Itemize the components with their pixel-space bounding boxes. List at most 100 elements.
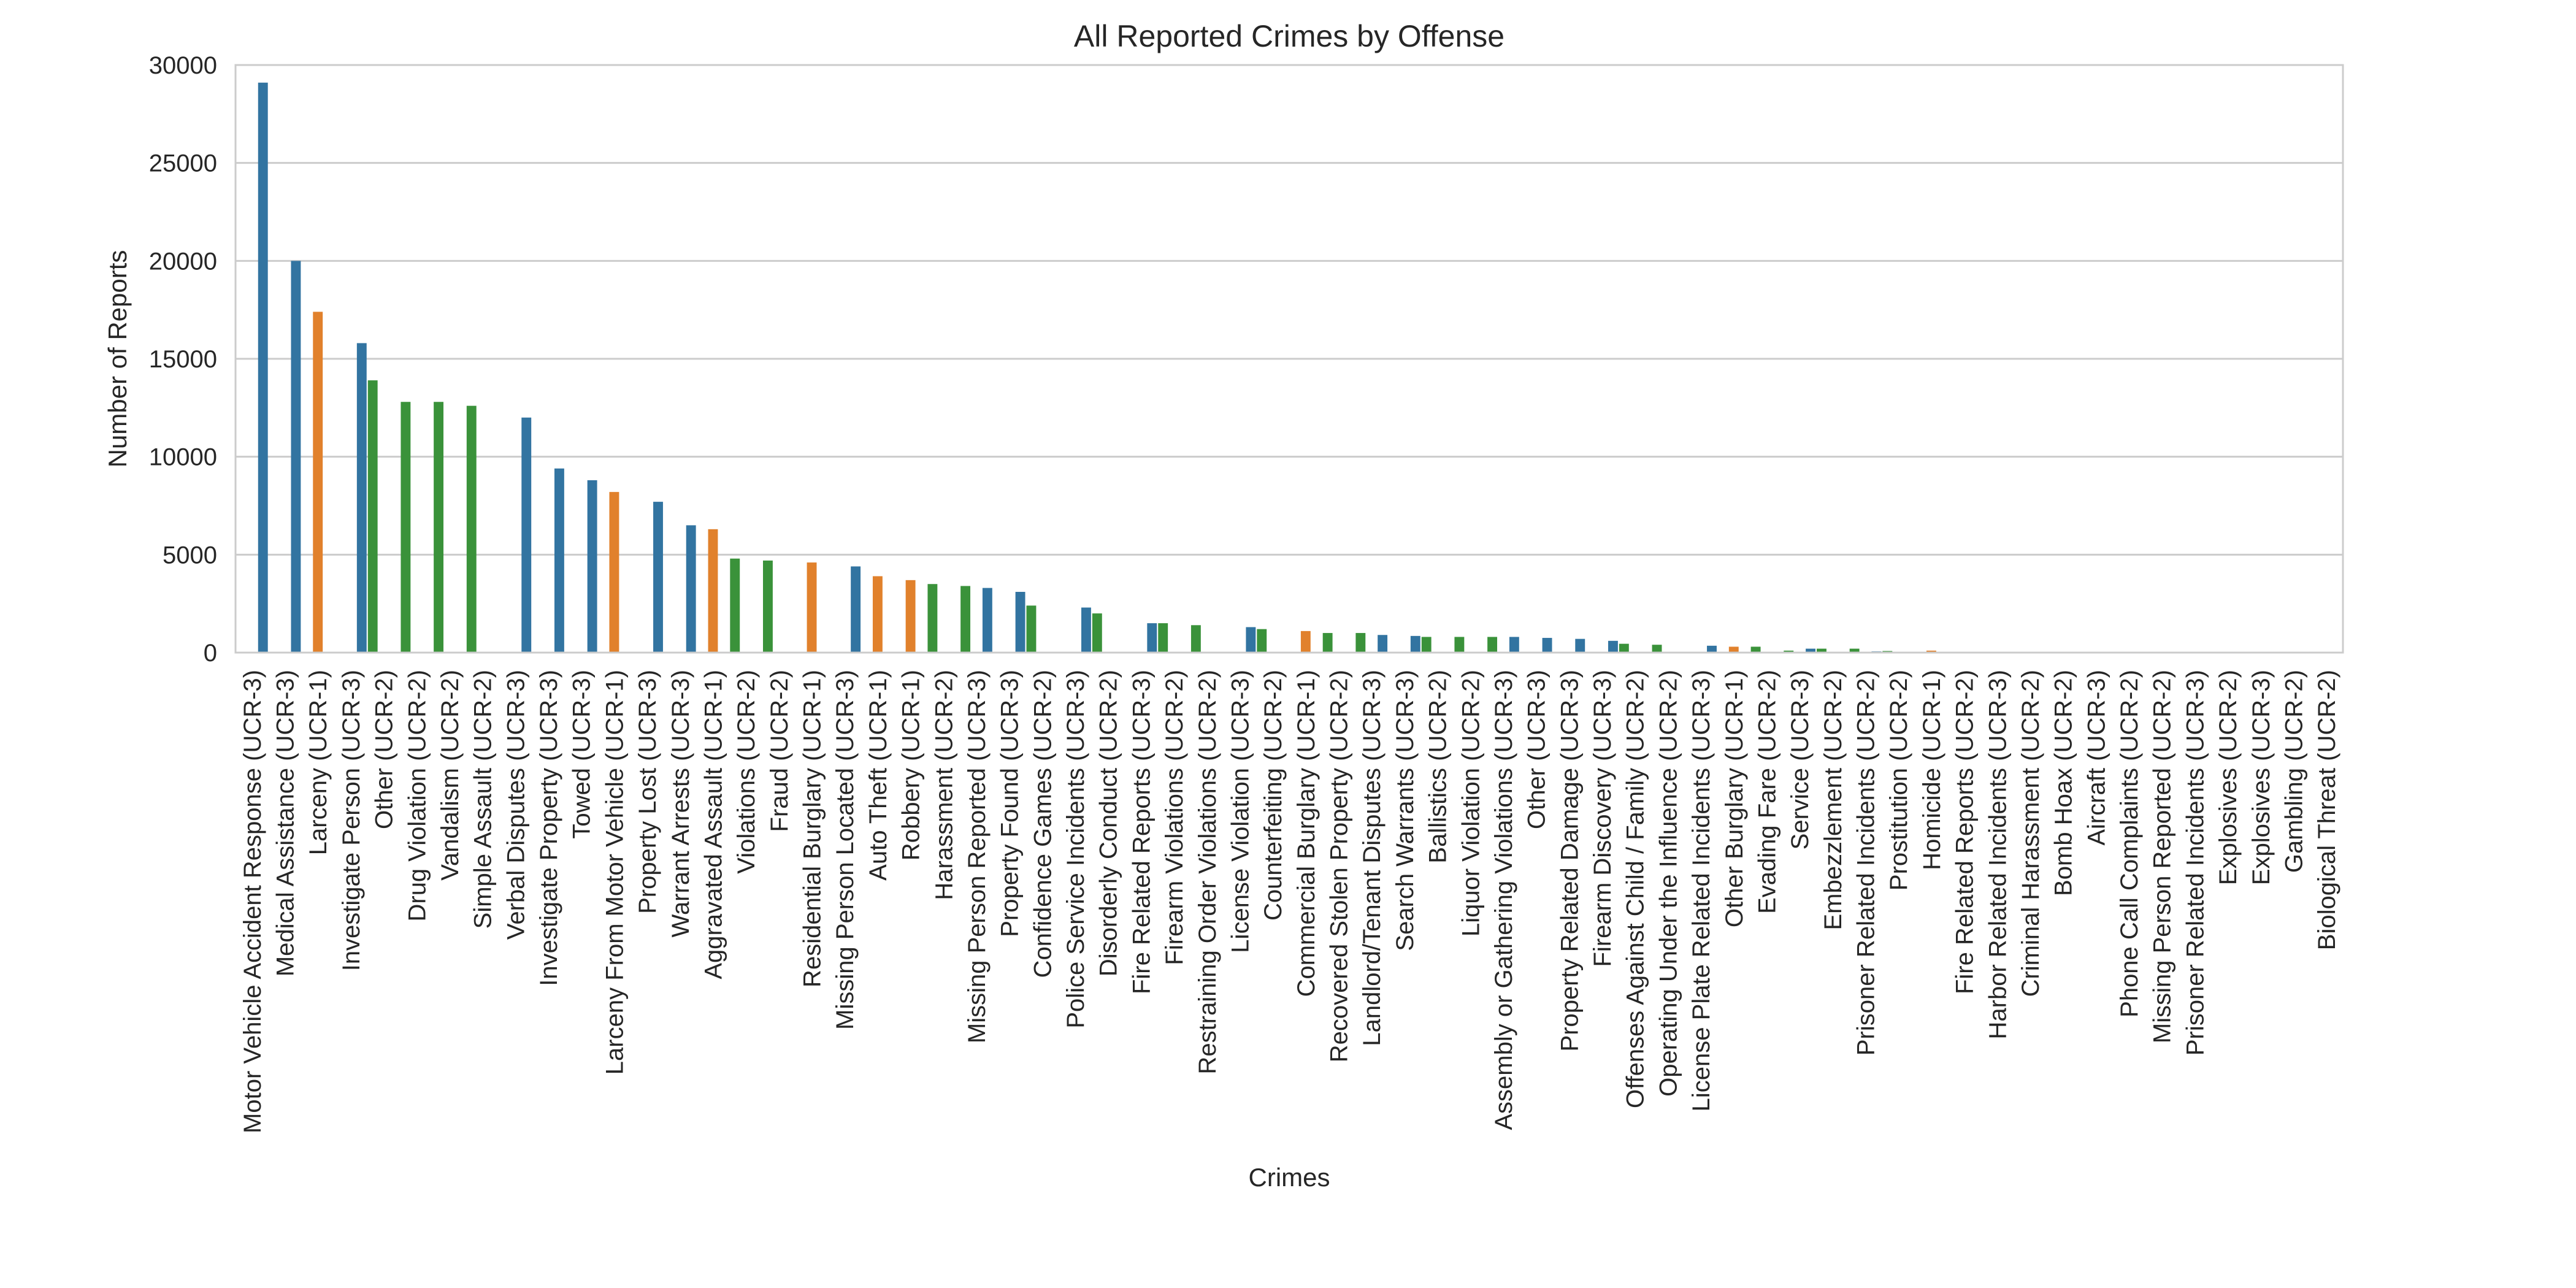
bar xyxy=(1410,635,1420,653)
bar xyxy=(686,525,696,653)
bar xyxy=(1750,646,1761,653)
plot-frame xyxy=(234,64,2344,654)
x-tick-label: Confidence Games (UCR-2) xyxy=(1029,670,1056,978)
x-tick-label: Liquor Violation (UCR-2) xyxy=(1457,670,1484,937)
x-tick-labels: Motor Vehicle Accident Response (UCR-3) M… xyxy=(239,670,2340,1133)
x-tick-label: Violations (UCR-2) xyxy=(733,670,760,874)
bar xyxy=(1421,637,1432,653)
bar xyxy=(960,586,971,653)
y-tick-labels: 0 5000 10000 15000 20000 25000 30000 xyxy=(149,52,217,667)
bar xyxy=(1081,607,1091,653)
bar xyxy=(851,566,861,653)
bar xyxy=(1487,637,1498,653)
x-tick-label: Vandalism (UCR-2) xyxy=(437,670,464,881)
bar xyxy=(1147,623,1157,653)
x-tick-label: Operating Under the Influence (UCR-2) xyxy=(1655,670,1682,1097)
bar xyxy=(521,417,532,653)
x-tick-label: Aircraft (UCR-3) xyxy=(2083,670,2110,846)
bar xyxy=(1509,637,1519,653)
bar xyxy=(1728,646,1739,653)
x-tick-label: Missing Person Reported (UCR-2) xyxy=(2149,670,2176,1043)
bar xyxy=(609,492,619,653)
x-tick-label: Property Related Damage (UCR-3) xyxy=(1556,670,1583,1051)
bar xyxy=(367,380,378,653)
bar xyxy=(1454,637,1465,653)
y-tick-label: 10000 xyxy=(149,444,217,471)
x-tick-label: Counterfeiting (UCR-2) xyxy=(1260,670,1287,921)
bar xyxy=(763,560,773,653)
x-tick-label: Robbery (UCR-1) xyxy=(898,670,925,861)
bar xyxy=(1246,627,1256,653)
bar xyxy=(1608,640,1618,653)
x-tick-label: Prostitution (UCR-2) xyxy=(1885,670,1912,891)
bar xyxy=(1817,648,1827,653)
chart-title: All Reported Crimes by Offense xyxy=(1074,19,1505,53)
bar xyxy=(1355,633,1366,653)
bar xyxy=(401,402,411,653)
x-tick-label: Homicide (UCR-1) xyxy=(1919,670,1945,870)
y-tick-label: 30000 xyxy=(149,52,217,79)
x-tick-label: Fraud (UCR-2) xyxy=(766,670,793,832)
bar xyxy=(466,405,477,653)
x-tick-label: Larceny From Motor Vehicle (UCR-1) xyxy=(601,670,628,1075)
x-tick-label: Property Found (UCR-3) xyxy=(997,670,1024,937)
x-tick-label: Restraining Order Violations (UCR-2) xyxy=(1194,670,1221,1075)
bar xyxy=(587,480,597,653)
bar xyxy=(1015,592,1025,653)
x-tick-label: Offenses Against Child / Family (UCR-2) xyxy=(1622,670,1649,1108)
bar xyxy=(905,580,916,653)
x-tick-label: Verbal Disputes (UCR-3) xyxy=(502,670,529,940)
bar xyxy=(730,558,740,653)
bar xyxy=(1322,633,1333,653)
x-tick-label: Recovered Stolen Property (UCR-2) xyxy=(1326,670,1353,1062)
bar xyxy=(708,529,718,653)
bar xyxy=(1026,605,1037,653)
x-tick-label: Prisoner Related Incidents (UCR-3) xyxy=(2182,670,2209,1056)
bar xyxy=(872,576,883,653)
bar xyxy=(927,584,938,653)
x-tick-label: Gambling (UCR-2) xyxy=(2280,670,2307,873)
x-tick-label: Search Warrants (UCR-3) xyxy=(1392,670,1419,951)
y-tick-label: 25000 xyxy=(149,150,217,177)
bar xyxy=(1926,650,1936,653)
x-tick-label: Investigate Property (UCR-3) xyxy=(535,670,562,986)
bar xyxy=(1190,625,1201,653)
x-tick-label: Harbor Related Incidents (UCR-3) xyxy=(1984,670,2011,1039)
x-tick-label: Other (UCR-3) xyxy=(1524,670,1551,829)
x-tick-label: Explosives (UCR-3) xyxy=(2248,670,2275,885)
x-tick-label: Landlord/Tenant Disputes (UCR-3) xyxy=(1359,670,1386,1046)
x-tick-label: Missing Person Located (UCR-3) xyxy=(832,670,859,1030)
x-tick-label: Evading Fare (UCR-2) xyxy=(1754,670,1781,914)
x-tick-label: Other (UCR-2) xyxy=(371,670,398,829)
y-tick-label: 0 xyxy=(204,640,217,667)
x-tick-label: Biological Threat (UCR-2) xyxy=(2313,670,2340,950)
bar xyxy=(1542,638,1552,653)
bar xyxy=(1707,645,1717,653)
x-tick-label: Police Service Incidents (UCR-3) xyxy=(1062,670,1089,1029)
y-tick-label: 20000 xyxy=(149,248,217,275)
x-tick-label: License Violation (UCR-3) xyxy=(1227,670,1254,953)
bar xyxy=(1257,629,1267,653)
x-tick-label: Auto Theft (UCR-1) xyxy=(865,670,892,881)
x-tick-label: Motor Vehicle Accident Response (UCR-3) xyxy=(239,670,266,1133)
x-tick-label: Firearm Violations (UCR-2) xyxy=(1161,670,1188,965)
x-tick-label: Warrant Arrests (UCR-3) xyxy=(667,670,694,937)
bar xyxy=(1652,645,1662,653)
bar xyxy=(807,562,817,653)
x-tick-label: Firearm Discovery (UCR-3) xyxy=(1589,670,1616,967)
x-tick-label: Residential Burglary (UCR-1) xyxy=(799,670,826,987)
x-tick-label: Larceny (UCR-1) xyxy=(305,670,332,855)
x-tick-label: Fire Related Reports (UCR-2) xyxy=(1952,670,1979,994)
bar xyxy=(653,502,663,653)
y-axis-title: Number of Reports xyxy=(103,250,132,468)
x-tick-label: Service (UCR-3) xyxy=(1787,670,1814,849)
x-tick-label: Explosives (UCR-2) xyxy=(2215,670,2242,885)
x-tick-label: Missing Person Reported (UCR-3) xyxy=(964,670,991,1043)
x-tick-label: Medical Assistance (UCR-3) xyxy=(272,670,299,976)
y-tick-label: 5000 xyxy=(163,542,217,569)
x-tick-label: Drug Violation (UCR-2) xyxy=(404,670,431,922)
x-tick-label: Embezzlement (UCR-2) xyxy=(1820,670,1847,930)
x-tick-label: Criminal Harassment (UCR-2) xyxy=(2017,670,2044,997)
x-tick-label: License Plate Related Incidents (UCR-3) xyxy=(1688,670,1715,1111)
